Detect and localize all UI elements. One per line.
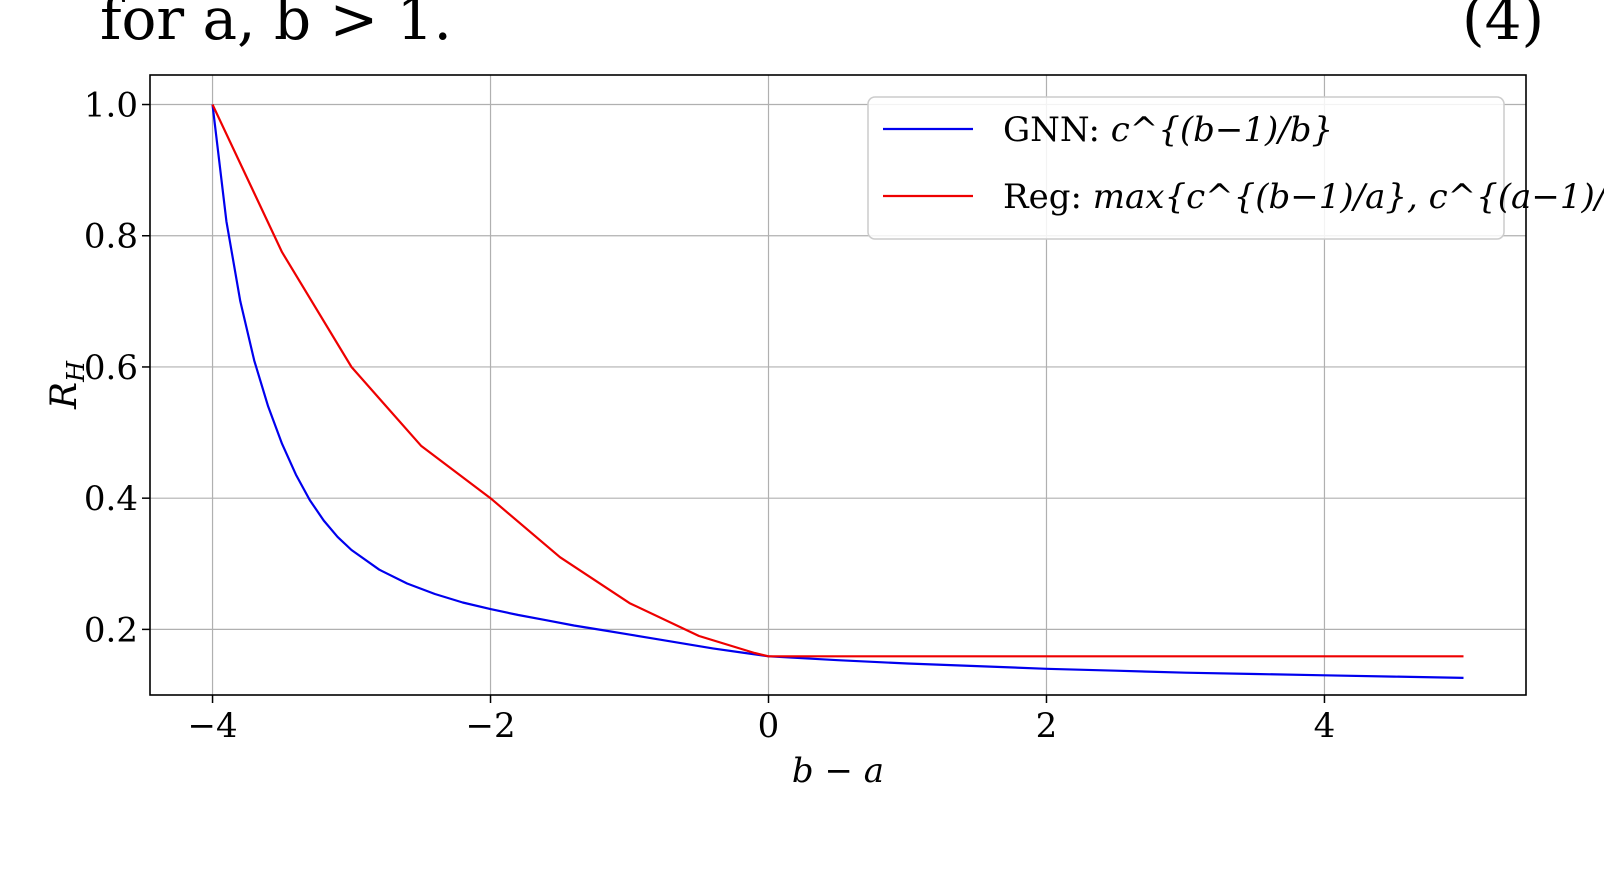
x-tick-label: −4 [187,706,237,746]
x-axis-label: b − a [792,751,884,791]
series-layer [211,104,1464,679]
x-tick-labels: −4 −2 0 2 4 [187,706,1335,746]
header-text: , for a, b > 1. (4) [0,0,1604,60]
y-axis-label-text: RH [44,360,90,410]
y-tick-label: 1.0 [84,86,138,126]
y-tick-label: 0.6 [84,348,138,388]
x-tick-label: 2 [1036,706,1058,746]
equation-number: (4) [1462,0,1545,53]
tick-marks [142,103,1326,703]
series-line-0 [211,104,1464,679]
series-line-1 [211,104,1464,658]
y-tick-label: 0.8 [84,217,138,257]
header-comma: , [0,0,4,48]
legend-box [867,96,1505,240]
header-condition-text: for a, b > 1. [100,0,452,53]
x-tick-label: −2 [465,706,515,746]
y-axis-label: RH [44,360,90,410]
x-tick-label: 4 [1314,706,1336,746]
y-tick-label: 0.2 [84,610,138,650]
legend-label-gnn: GNN: c^{(b−1)/b} [1003,110,1333,150]
plot-frame [149,74,1527,696]
y-tick-labels: 0.2 0.4 0.6 0.8 1.0 [84,86,138,651]
y-tick-label: 0.4 [84,479,138,519]
x-tick-label: 0 [758,706,780,746]
legend-label-reg: Reg: max{c^{(b−1)/a}, c^{(a−1)/a}} [1003,177,1604,217]
legend: GNN: c^{(b−1)/b} Reg: max{c^{(b−1)/a}, c… [867,96,1604,240]
